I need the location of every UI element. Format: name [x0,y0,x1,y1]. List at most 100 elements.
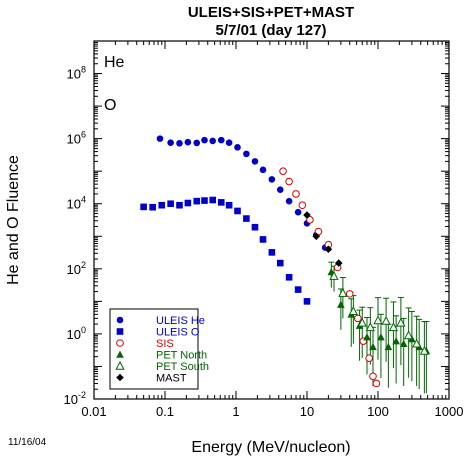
uleis-he-point [217,136,225,144]
pet-south-point [381,315,391,325]
chart-subtitle: 5/7/01 (day 127) [216,22,327,39]
uleis-o-point [176,201,183,209]
mast-point [334,259,343,267]
legend-marker-pet-north [116,350,124,358]
uleis-he-point [243,150,250,158]
pet-north-point [399,339,408,348]
y-tick-label: 106 [67,130,86,147]
sis-point [285,177,293,186]
pet-north-point [337,300,345,308]
legend-label-mast: MAST [156,373,187,385]
sis-point [365,354,373,362]
uleis-he-point [156,135,164,142]
uleis-he-point [294,208,302,216]
pet-south-point [373,315,383,325]
y-tick-label: 102 [67,260,86,277]
uleis-he-point [259,166,267,174]
y-tick-label: 104 [67,195,86,212]
sis-point [279,167,287,175]
uleis-o-point [259,236,267,243]
pet-north-point [384,342,393,351]
uleis-o-point [158,201,166,209]
pet-north-point [369,342,377,351]
pet-north-point [377,333,385,341]
mast-point [312,232,321,241]
y-tick-label: 108 [67,65,86,82]
x-tick-label: 0.01 [81,404,106,419]
x-tick-label: 10 [300,404,314,419]
uleis-o-point [201,197,208,204]
legend-label-pet-south: PET South [156,361,209,373]
legend-marker-uleis-he [116,316,124,324]
pet-south-point [396,317,406,327]
legend-marker-pet-south [115,360,125,370]
uleis-o-point [217,199,225,206]
uleis-he-point [251,158,259,165]
pet-south-point [365,322,375,332]
uleis-he-point [184,138,192,146]
uleis-o-point [209,196,217,204]
legend-label-uleis-he: ULEIS He [156,315,205,327]
pet-north-point [392,337,400,345]
uleis-o-point [167,200,174,208]
uleis-o-point [303,298,311,305]
uleis-he-point [193,139,201,147]
x-tick-label: 1000 [435,404,464,419]
pet-south-point [357,317,367,327]
data-points [140,135,431,388]
uleis-he-point [285,197,293,205]
mast-point [324,245,333,254]
uleis-he-point [176,139,183,147]
uleis-o-point [276,259,284,267]
uleis-o-point [285,273,293,281]
uleis-o-point [140,203,147,211]
pet-south-point [412,338,422,348]
pet-south-point [338,287,348,297]
x-tick-label: 100 [367,404,389,419]
legend-marker-uleis-o [116,328,124,335]
sis-point [345,290,354,298]
y-tick-label: 10-2 [64,390,86,407]
sis-point [306,216,314,224]
mast-point [303,211,311,219]
o-annotation: O [104,97,116,114]
uleis-o-point [268,249,276,256]
pet-south-point [348,306,359,315]
sis-point [372,379,381,388]
legend-label-uleis-o: ULEIS O [156,327,200,339]
sis-point [354,314,362,323]
legend-label-pet-north: PET North [156,350,207,362]
chart-title: ULEIS+SIS+PET+MAST [188,4,354,21]
uleis-he-point [225,139,233,147]
uleis-o-point [193,197,201,205]
uleis-he-point [268,176,276,183]
legend-marker-sis [116,339,124,347]
uleis-o-point [234,207,241,215]
pet-south-point [404,330,414,340]
legend-marker-mast [116,373,124,382]
uleis-he-point [209,137,217,145]
x-tick-labels: 0.01 0.1 1 10 100 1000 [81,404,463,419]
date-stamp: 11/16/04 [8,437,47,448]
uleis-he-point [234,144,241,151]
uleis-o-point [294,286,302,293]
pet-south-point [388,322,399,332]
error-bars [328,261,430,394]
uleis-o-point [243,215,250,222]
axis-ticks [93,41,449,400]
uleis-he-point [201,136,208,144]
y-axis-title: He and O Fluence [5,155,22,285]
uleis-he-point [167,139,174,147]
pet-south-point [419,345,430,355]
uleis-o-point [149,203,156,211]
x-tick-label: 1 [232,404,239,419]
he-annotation: He [104,54,125,71]
x-tick-label: 0.1 [156,404,174,419]
pet-north-point [363,333,371,341]
x-axis-title: Energy (MeV/nucleon) [191,439,350,456]
sis-point [369,372,377,381]
legend-box [109,308,199,390]
legend-label-sis: SIS [156,338,174,350]
